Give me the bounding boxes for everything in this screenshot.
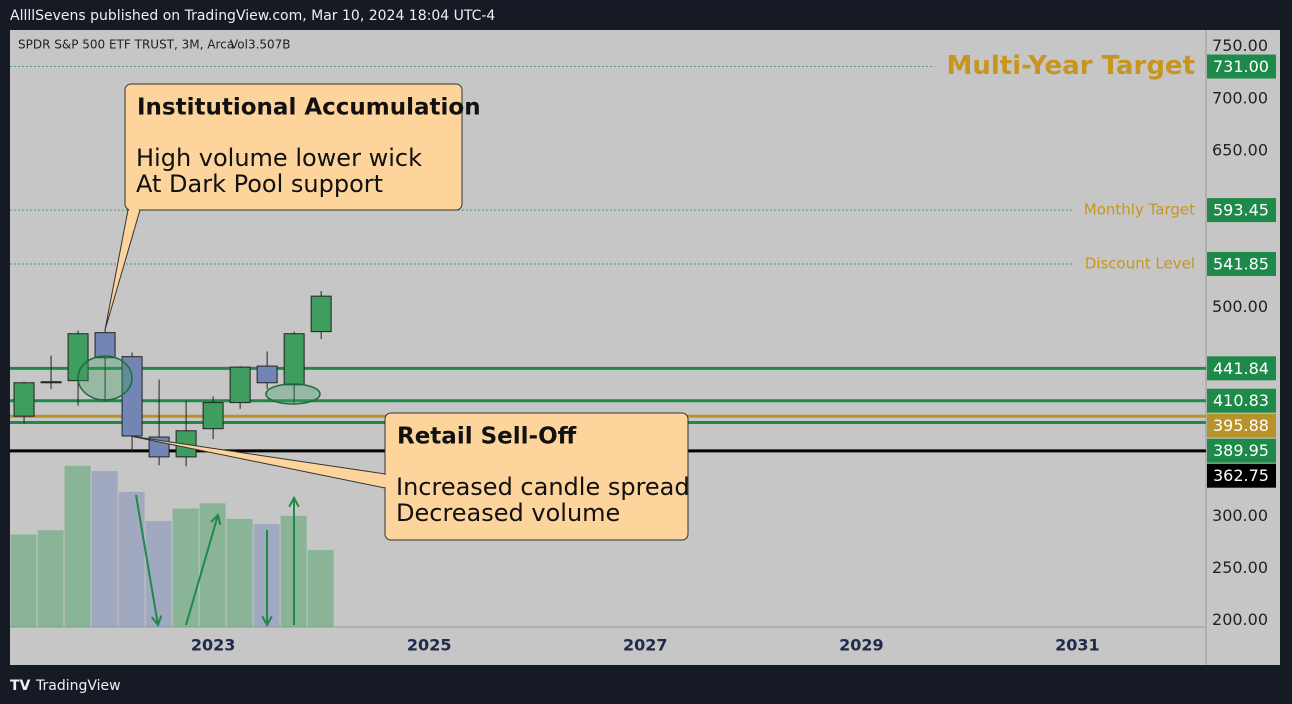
chart-title: SPDR S&P 500 ETF TRUST, 3M, Arca <box>18 38 234 52</box>
price-badge-label: 362.75 <box>1213 466 1269 485</box>
price-badge-label: 395.88 <box>1213 416 1269 435</box>
annotation-arrow <box>135 494 159 626</box>
level-name: Discount Level <box>1085 254 1195 272</box>
price-badge-label: 593.45 <box>1213 201 1269 220</box>
callout-line: Increased candle spread <box>396 473 690 501</box>
highlight-ellipse <box>265 383 321 405</box>
candle-body <box>256 365 278 384</box>
candle-body <box>94 332 116 359</box>
y-tick-label: 650.00 <box>1212 141 1268 160</box>
price-badge <box>1207 413 1276 438</box>
price-badge-label: 389.95 <box>1213 441 1269 460</box>
callout-line: At Dark Pool support <box>136 170 383 198</box>
price-badge <box>1207 356 1276 381</box>
y-tick-label: 700.00 <box>1212 88 1268 107</box>
candle-body <box>229 366 251 404</box>
callout-box <box>124 83 463 211</box>
logo-mark: TV <box>10 678 31 694</box>
candle-body <box>283 333 305 386</box>
arrow-head <box>210 512 222 525</box>
arrow-head <box>261 615 273 628</box>
price-badge <box>1207 251 1276 276</box>
volume-bar <box>37 530 64 627</box>
volume-label: Vol3.507B <box>230 38 291 52</box>
level-name: Multi-Year Target <box>946 51 1195 81</box>
level-name: Monthly Target <box>1084 201 1195 219</box>
candle-body <box>202 402 224 430</box>
publish-header: AllllSevens published on TradingView.com… <box>10 8 495 24</box>
callout-line: Decreased volume <box>396 499 620 527</box>
logo: TV <box>10 678 31 694</box>
price-badge-label: 541.85 <box>1213 254 1269 273</box>
price-badge <box>1207 438 1276 463</box>
arrow-head <box>288 495 300 508</box>
callout-line: High volume lower wick <box>136 144 422 172</box>
volume-bar <box>91 471 118 627</box>
price-badge <box>1207 198 1276 223</box>
y-tick-label: 500.00 <box>1212 297 1268 316</box>
y-tick-label: 300.00 <box>1212 506 1268 525</box>
price-badge-label: 441.84 <box>1213 359 1269 378</box>
candle-body <box>40 381 62 384</box>
plot: Multi-Year Target Monthly Target Discount … <box>10 51 1206 628</box>
price-badge <box>1207 54 1276 79</box>
price-badge-label: 731.00 <box>1213 57 1269 76</box>
x-tick-label: 2025 <box>407 636 452 655</box>
price-badge <box>1207 463 1276 488</box>
volume-bar <box>118 491 145 627</box>
price-badge-label: 410.83 <box>1213 391 1269 410</box>
x-tick-label: 2027 <box>623 636 668 655</box>
y-tick-label: 250.00 <box>1212 558 1268 577</box>
volume-bar <box>64 465 91 627</box>
x-tick-label: 2031 <box>1055 636 1100 655</box>
x-tick-label: 2029 <box>839 636 884 655</box>
candle-body <box>310 295 332 333</box>
y-tick-label: 200.00 <box>1212 610 1268 629</box>
volume-bar <box>226 518 253 627</box>
callout-title: Retail Sell-Off <box>397 424 577 450</box>
volume-bar <box>10 534 37 627</box>
price-badge <box>1207 388 1276 413</box>
annotation-arrow <box>185 514 219 626</box>
callout-title: Institutional Accumulation <box>137 95 481 121</box>
candle-body <box>13 382 35 417</box>
arrow-head <box>151 615 163 628</box>
volume-bar <box>172 508 199 627</box>
volume-bar <box>307 550 334 627</box>
highlight-ellipse <box>77 355 133 401</box>
x-tick-label: 2023 <box>191 636 236 655</box>
footer-brand: TradingView <box>35 678 121 694</box>
y-tick-label: 750.00 <box>1212 36 1268 55</box>
